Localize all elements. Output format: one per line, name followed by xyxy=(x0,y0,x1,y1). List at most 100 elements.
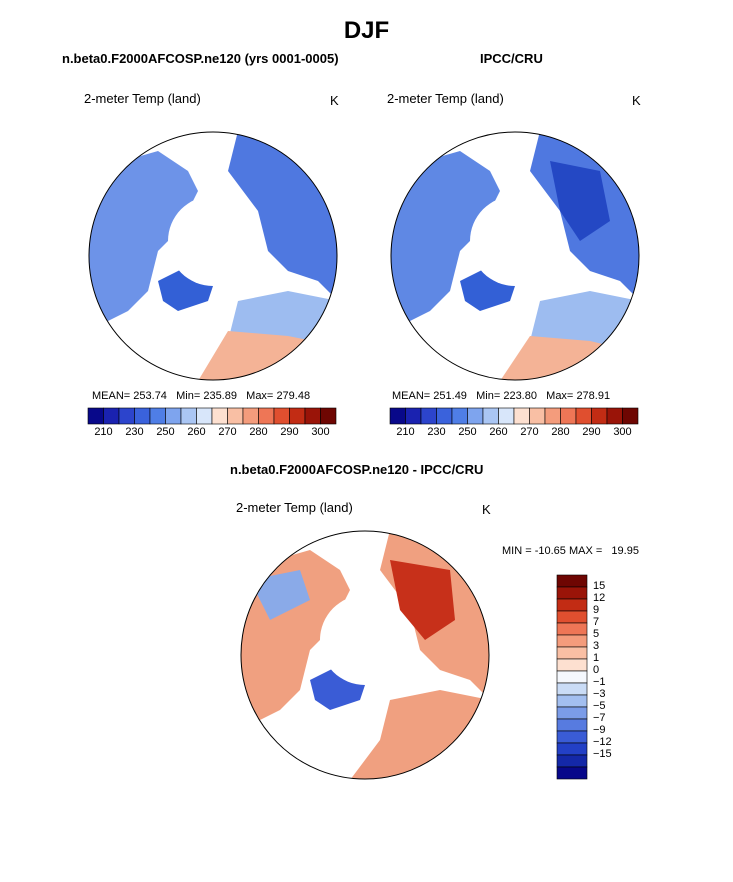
colorbar-tick-label: −9 xyxy=(593,724,606,736)
colorbar-swatch xyxy=(556,766,588,780)
colorbar-tick-label: 260 xyxy=(187,426,206,438)
colorbar-tick-label: 300 xyxy=(613,426,632,438)
colorbar-swatch xyxy=(556,574,588,588)
panel-2-min-label: Min= xyxy=(476,390,501,402)
colorbar-tick-label: −7 xyxy=(593,712,606,724)
colorbar-tick-label: 280 xyxy=(551,426,570,438)
colorbar-swatch xyxy=(529,407,546,425)
colorbar-swatch xyxy=(556,694,588,708)
colorbar-swatch xyxy=(498,407,515,425)
colorbar-tick-label: 12 xyxy=(593,592,606,604)
colorbar-tick-label: 9 xyxy=(593,604,600,616)
panel-2-variable-label: 2-meter Temp (land) xyxy=(387,91,504,106)
colorbar-swatch xyxy=(556,586,588,600)
colorbar-swatch xyxy=(436,407,453,425)
figure-title: DJF xyxy=(343,17,390,44)
north-america-region xyxy=(391,151,500,331)
colorbar-swatch xyxy=(556,682,588,696)
panel-2-max: 278.91 xyxy=(576,390,611,402)
colorbar-tick-label: 15 xyxy=(593,580,606,592)
colorbar-swatch xyxy=(556,634,588,648)
colorbar-swatch xyxy=(556,598,588,612)
colorbar-swatch xyxy=(196,407,213,425)
panel-2-max-label: Max= xyxy=(546,390,574,402)
colorbar-swatch xyxy=(242,407,259,425)
panel-2-subtitle: IPCC/CRU xyxy=(480,51,543,66)
panel-1-colorbar xyxy=(87,407,337,425)
panel-1-variable-label: 2-meter Temp (land) xyxy=(84,91,201,106)
panel-1-mean: 253.74 xyxy=(133,390,167,402)
north-america-region xyxy=(89,151,198,331)
colorbar-tick-label: 280 xyxy=(249,426,268,438)
colorbar-swatch xyxy=(180,407,197,425)
colorbar-swatch xyxy=(482,407,499,425)
colorbar-swatch xyxy=(420,407,437,425)
colorbar-tick-label: 260 xyxy=(489,426,508,438)
colorbar-swatch xyxy=(556,658,588,672)
colorbar-tick-label: 230 xyxy=(427,426,446,438)
colorbar-tick-label: 290 xyxy=(280,426,299,438)
colorbar-tick-label: 250 xyxy=(156,426,175,438)
colorbar-swatch xyxy=(467,407,484,425)
colorbar-swatch xyxy=(556,718,588,732)
colorbar-tick-label: 5 xyxy=(593,628,600,640)
panel-2-min: 223.80 xyxy=(503,390,537,402)
colorbar-swatch xyxy=(544,407,561,425)
colorbar-tick-label: −3 xyxy=(593,688,606,700)
panel-1-map xyxy=(88,131,338,381)
colorbar-swatch xyxy=(451,407,468,425)
colorbar-swatch xyxy=(87,407,104,425)
colorbar-swatch xyxy=(513,407,530,425)
colorbar-tick-label: 7 xyxy=(593,616,600,628)
panel-1-colorbar-ticks: 210 230 250 260 270 280 290 300 xyxy=(88,426,336,440)
colorbar-tick-label: 270 xyxy=(218,426,237,438)
colorbar-tick-label: 290 xyxy=(582,426,601,438)
colorbar-tick-label: 270 xyxy=(520,426,539,438)
panel-1-mean-label: MEAN= xyxy=(92,390,131,402)
colorbar-tick-label: −1 xyxy=(593,676,606,688)
colorbar-swatch xyxy=(289,407,306,425)
colorbar-swatch xyxy=(575,407,592,425)
panel-2-mean: 251.49 xyxy=(433,390,467,402)
siberia-hot-core xyxy=(390,560,455,640)
colorbar-tick-label: −15 xyxy=(593,748,612,760)
colorbar-tick-label: −5 xyxy=(593,700,606,712)
panel-1-min-label: Min= xyxy=(176,390,201,402)
diff-panel-units: K xyxy=(482,502,491,517)
panel-1-subtitle: n.beta0.F2000AFCOSP.ne120 (yrs 0001-0005… xyxy=(62,51,339,66)
colorbar-swatch xyxy=(591,407,608,425)
colorbar-swatch xyxy=(134,407,151,425)
panel-1-max: 279.48 xyxy=(276,390,311,402)
panel-2-colorbar-ticks: 210 230 250 260 270 280 290 300 xyxy=(390,426,638,440)
panel-2-colorbar xyxy=(389,407,639,425)
colorbar-tick-label: 210 xyxy=(94,426,113,438)
colorbar-tick-label: 3 xyxy=(593,640,600,652)
colorbar-swatch xyxy=(556,754,588,768)
colorbar-swatch xyxy=(273,407,290,425)
diff-panel-colorbar-ticks: 15 12 9 7 5 3 1 0 −1 −3 −5 −7 −9 −12 −15 xyxy=(593,575,633,779)
colorbar-swatch xyxy=(556,622,588,636)
colorbar-tick-label: 250 xyxy=(458,426,477,438)
colorbar-swatch xyxy=(556,742,588,756)
siberia-cold-core xyxy=(550,161,610,241)
colorbar-swatch xyxy=(556,706,588,720)
colorbar-swatch xyxy=(103,407,120,425)
diff-panel-variable-label: 2-meter Temp (land) xyxy=(236,500,353,515)
colorbar-swatch xyxy=(149,407,166,425)
panel-2-units: K xyxy=(632,93,641,108)
colorbar-swatch xyxy=(622,407,639,425)
diff-panel-subtitle: n.beta0.F2000AFCOSP.ne120 - IPCC/CRU xyxy=(230,462,484,477)
diff-panel-colorbar xyxy=(556,574,588,780)
colorbar-swatch xyxy=(211,407,228,425)
colorbar-swatch xyxy=(556,610,588,624)
panel-2-stats: MEAN= 251.49 Min= 223.80 Max= 278.91 xyxy=(392,390,610,402)
colorbar-swatch xyxy=(405,407,422,425)
colorbar-swatch xyxy=(304,407,321,425)
colorbar-tick-label: 0 xyxy=(593,664,600,676)
colorbar-swatch xyxy=(389,407,406,425)
colorbar-swatch xyxy=(320,407,337,425)
colorbar-swatch xyxy=(556,646,588,660)
colorbar-tick-label: 1 xyxy=(593,652,600,664)
colorbar-swatch xyxy=(556,670,588,684)
panel-2-mean-label: MEAN= xyxy=(392,390,431,402)
